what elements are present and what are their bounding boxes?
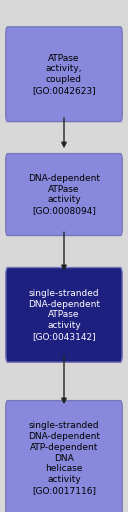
Text: single-stranded
DNA-dependent
ATPase
activity
[GO:0043142]: single-stranded DNA-dependent ATPase act… (28, 289, 100, 341)
Text: single-stranded
DNA-dependent
ATP-dependent
DNA
helicase
activity
[GO:0017116]: single-stranded DNA-dependent ATP-depend… (28, 421, 100, 495)
FancyBboxPatch shape (6, 27, 122, 122)
FancyBboxPatch shape (6, 154, 122, 236)
FancyBboxPatch shape (6, 267, 122, 362)
Text: ATPase
activity,
coupled
[GO:0042623]: ATPase activity, coupled [GO:0042623] (32, 54, 96, 95)
Text: DNA-dependent
ATPase
activity
[GO:0008094]: DNA-dependent ATPase activity [GO:000809… (28, 174, 100, 215)
FancyBboxPatch shape (6, 400, 122, 512)
